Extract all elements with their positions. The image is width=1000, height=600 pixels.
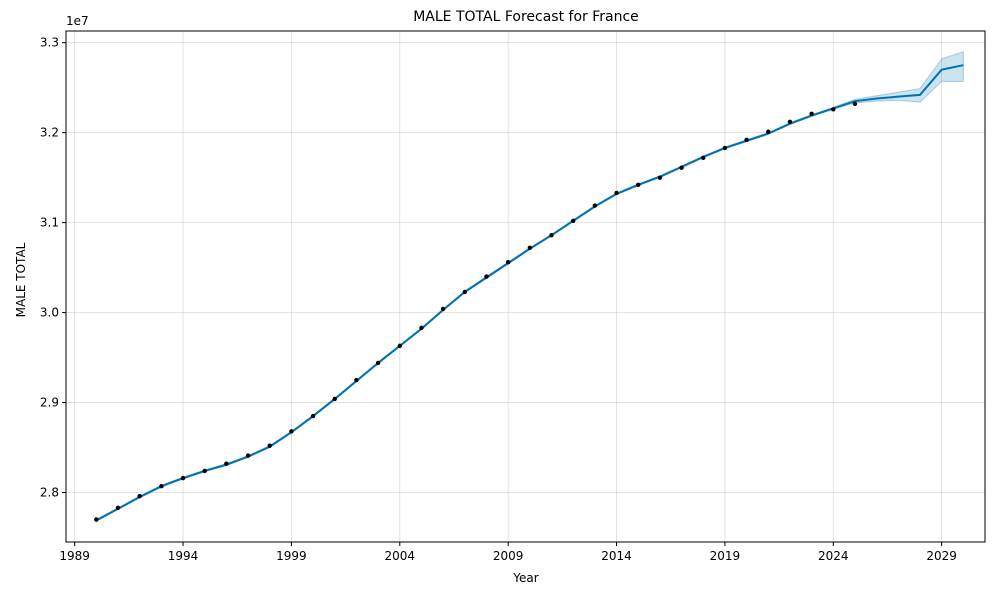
observed-point — [440, 306, 446, 312]
y-tick-label: 3.2 — [40, 126, 59, 140]
observed-point — [375, 360, 381, 366]
x-tick-label: 2019 — [710, 549, 741, 563]
observed-point — [657, 175, 663, 180]
observed-point — [115, 505, 121, 511]
plot-frame — [65, 30, 986, 543]
observed-point — [224, 461, 229, 466]
grid — [66, 31, 985, 542]
observed-point — [245, 453, 251, 458]
y-tick-label: 3.1 — [40, 216, 59, 230]
observed-point — [636, 182, 641, 188]
observed-point — [549, 233, 554, 238]
observed-point — [766, 129, 771, 134]
x-tick-label: 2009 — [493, 549, 524, 563]
observed-point — [484, 274, 489, 279]
x-tick-label: 2004 — [385, 549, 416, 563]
observed-point — [722, 145, 728, 151]
observed-point — [94, 517, 99, 522]
observed-point — [419, 325, 424, 331]
x-axis-ticks: 1989 1994 1999 2004 2009 2014 2019 2024 2029 — [59, 542, 957, 563]
observed-point — [137, 493, 142, 499]
observed-point — [831, 107, 836, 112]
x-tick-label: 2014 — [601, 549, 632, 563]
observed-point — [787, 119, 793, 125]
x-tick-label: 2029 — [926, 549, 957, 563]
observed-point — [744, 137, 749, 143]
observed-points — [94, 101, 858, 522]
y-axis-label: MALE TOTAL — [14, 242, 28, 317]
observed-point — [852, 101, 858, 107]
y-axis-offset-label: 1e7 — [66, 14, 89, 28]
observed-point — [679, 165, 684, 170]
observed-point — [354, 377, 359, 383]
observed-point — [310, 413, 316, 419]
x-tick-label: 2024 — [818, 549, 849, 563]
chart-title: MALE TOTAL Forecast for France — [413, 9, 639, 25]
observed-point — [809, 111, 814, 116]
observed-point — [180, 475, 186, 481]
observed-point — [289, 429, 294, 434]
observed-point — [527, 245, 533, 251]
x-tick-label: 1999 — [276, 549, 307, 563]
y-tick-label: 2.8 — [40, 486, 59, 500]
observed-point — [614, 190, 619, 196]
observed-point — [462, 289, 468, 295]
y-tick-label: 3.0 — [40, 306, 59, 320]
x-tick-label: 1989 — [59, 549, 90, 563]
y-tick-label: 2.9 — [40, 396, 59, 410]
observed-point — [332, 396, 337, 402]
y-tick-label: 3.3 — [40, 36, 59, 50]
observed-point — [397, 343, 402, 349]
x-tick-label: 1994 — [168, 549, 199, 563]
observed-point — [267, 443, 272, 448]
observed-point — [592, 203, 598, 208]
observed-point — [701, 155, 706, 161]
observed-point — [202, 468, 207, 474]
observed-point — [505, 260, 511, 265]
x-axis-label: Year — [512, 571, 538, 585]
observed-point — [570, 218, 576, 224]
observed-point — [159, 484, 164, 489]
y-axis-ticks: 2.8 2.9 3.0 3.1 3.2 3.3 — [40, 36, 66, 500]
